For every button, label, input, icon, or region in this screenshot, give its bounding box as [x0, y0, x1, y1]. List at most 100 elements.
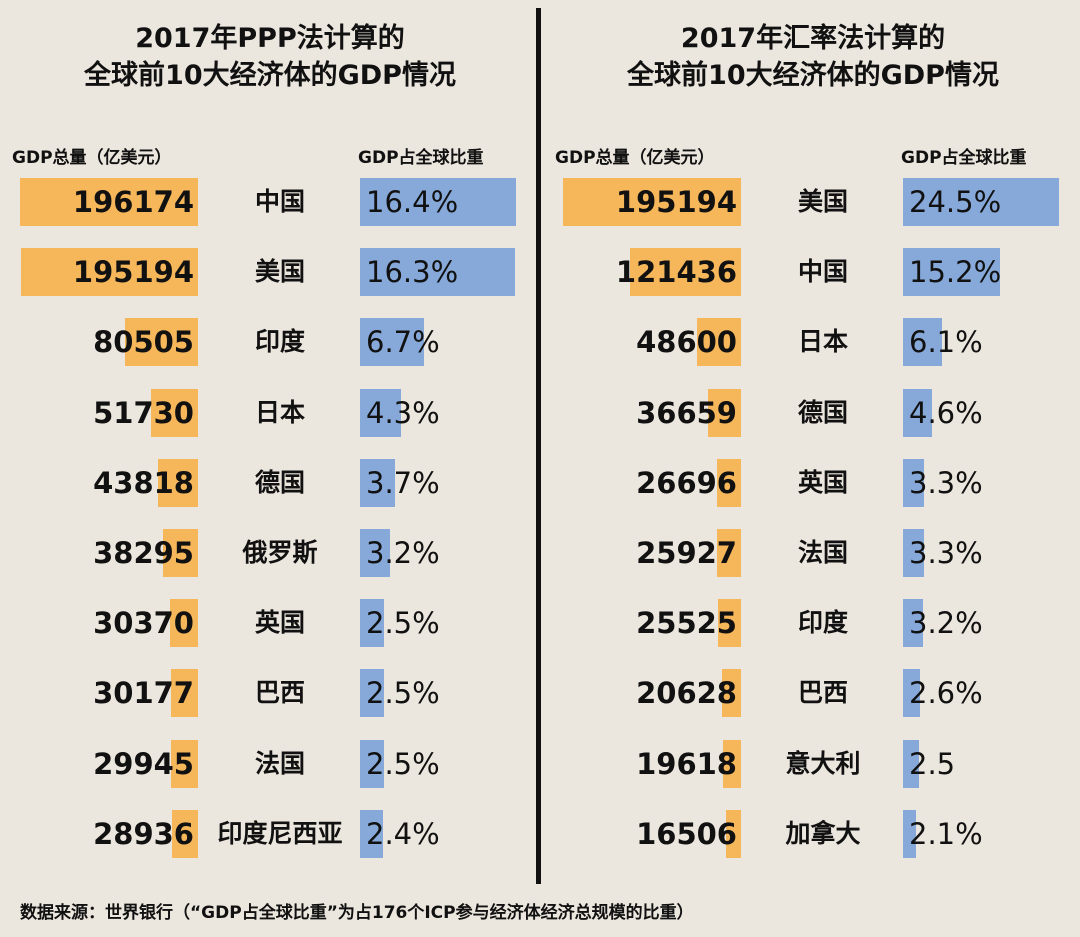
ppp-country-label: 德国 — [254, 467, 305, 497]
exchange-gdp-bar — [716, 458, 741, 507]
ppp-row: 80505 印度 6.7% — [0, 318, 540, 367]
exchange-row: 36659 德国 4.6% — [543, 388, 1080, 437]
exchange-gdp-value-label: 16506 — [636, 816, 737, 851]
ppp-row: 43818 德国 3.7% — [0, 458, 540, 507]
panel-divider — [536, 8, 541, 884]
ppp-share-value-label: 2.4% — [366, 816, 440, 851]
exchange-gdp-bar — [723, 739, 741, 788]
ppp-share-bar — [360, 248, 516, 297]
exchange-gdp-bar — [725, 809, 741, 858]
ppp-share-bar — [360, 318, 424, 367]
ppp-gdp-bar — [171, 809, 198, 858]
exchange-gdp-value-label: 26696 — [636, 465, 737, 500]
exchange-country-label: 印度 — [797, 608, 848, 638]
ppp-country-label: 巴西 — [254, 678, 305, 708]
ppp-gdp-value-label: 29945 — [93, 746, 194, 781]
exchange-share-bar — [903, 599, 924, 648]
exchange-share-bar — [903, 739, 919, 788]
exchange-share-bar — [903, 458, 924, 507]
exchange-row: 121436 中国 15.2% — [543, 248, 1080, 297]
exchange-share-value-label: 2.6% — [909, 676, 983, 711]
ppp-gdp-bar — [20, 178, 198, 226]
exchange-gdp-value-label: 20628 — [636, 676, 737, 711]
exchange-row: 16506 加拿大 2.1% — [543, 809, 1080, 858]
ppp-share-value-label: 3.7% — [366, 465, 440, 500]
ppp-row: 30177 巴西 2.5% — [0, 669, 540, 718]
exchange-row: 20628 巴西 2.6% — [543, 669, 1080, 718]
exchange-share-value-label: 6.1% — [909, 325, 983, 360]
exchange-gdp-value-label: 48600 — [636, 325, 737, 360]
ppp-gdp-bar — [170, 669, 198, 718]
exchange-gdp-value-label: 36659 — [636, 395, 737, 430]
exchange-country-label: 意大利 — [785, 748, 861, 778]
ppp-share-value-label: 16.4% — [366, 185, 459, 219]
exchange-share-bar — [903, 248, 1000, 297]
ppp-country-label: 英国 — [254, 608, 305, 638]
exchange-share-value-label: 24.5% — [909, 185, 1002, 219]
source-footnote: 数据来源：世界银行（“GDP占全球比重”为占176个ICP参与经济体经济总规模的… — [20, 903, 694, 923]
ppp-row: 28936 印度尼西亚 2.4% — [0, 809, 540, 858]
ppp-share-bar — [360, 739, 384, 788]
ppp-country-label: 印度 — [254, 327, 305, 357]
exchange-row: 25525 印度 3.2% — [543, 599, 1080, 648]
exchange-gdp-bar — [717, 599, 741, 648]
ppp-share-bar — [360, 458, 396, 507]
ppp-gdp-header: GDP总量（亿美元） — [12, 148, 172, 168]
ppp-share-value-label: 4.3% — [366, 395, 440, 430]
exchange-share-header: GDP占全球比重 — [901, 148, 1027, 168]
ppp-gdp-bar — [124, 318, 198, 367]
exchange-title-line-1: 2017年汇率法计算的 — [680, 23, 946, 54]
exchange-gdp-value-label: 19618 — [636, 746, 737, 781]
ppp-share-bar — [360, 809, 383, 858]
ppp-gdp-value-label: 43818 — [93, 465, 194, 500]
ppp-country-label: 日本 — [254, 397, 305, 427]
exchange-row: 19618 意大利 2.5 — [543, 739, 1080, 788]
exchange-country-label: 巴西 — [797, 678, 848, 708]
exchange-gdp-bar — [696, 318, 741, 367]
ppp-gdp-bar — [170, 599, 198, 648]
ppp-share-bar — [360, 388, 401, 437]
exchange-rate-panel: 2017年汇率法计算的 全球前10大经济体的GDP情况 GDP总量（亿美元） G… — [543, 0, 1080, 880]
ppp-gdp-bar — [158, 458, 198, 507]
exchange-gdp-value-label: 25525 — [636, 606, 737, 641]
exchange-row: 26696 英国 3.3% — [543, 458, 1080, 507]
ppp-share-value-label: 2.5% — [366, 606, 440, 641]
ppp-share-bar — [360, 529, 391, 577]
ppp-gdp-bar — [170, 739, 198, 788]
ppp-row: 29945 法国 2.5% — [0, 739, 540, 788]
exchange-gdp-value-label: 25927 — [636, 536, 737, 570]
ppp-share-bar — [360, 178, 516, 226]
exchange-share-value-label: 3.2% — [909, 606, 983, 641]
ppp-share-value-label: 16.3% — [366, 255, 459, 290]
exchange-share-bar — [903, 178, 1059, 226]
ppp-title: 2017年PPP法计算的 全球前10大经济体的GDP情况 — [0, 20, 540, 94]
exchange-country-label: 英国 — [797, 467, 848, 497]
ppp-country-label: 印度尼西亚 — [217, 818, 343, 848]
exchange-gdp-bar — [563, 178, 741, 226]
ppp-gdp-bar — [163, 529, 198, 577]
exchange-share-bar — [903, 388, 933, 437]
exchange-country-label: 中国 — [797, 257, 848, 287]
ppp-share-value-label: 2.5% — [366, 676, 440, 711]
exchange-share-value-label: 15.2% — [909, 255, 1002, 290]
ppp-country-label: 法国 — [254, 748, 305, 778]
ppp-country-label: 中国 — [254, 187, 305, 216]
ppp-row: 30370 英国 2.5% — [0, 599, 540, 648]
ppp-share-bar — [360, 669, 384, 718]
exchange-gdp-bar — [722, 669, 741, 718]
exchange-gdp-bar — [630, 248, 741, 297]
ppp-share-header: GDP占全球比重 — [358, 148, 484, 168]
exchange-share-value-label: 4.6% — [909, 395, 983, 430]
exchange-country-label: 美国 — [797, 187, 848, 216]
exchange-gdp-value-label: 121436 — [615, 255, 737, 290]
ppp-share-bar — [360, 599, 384, 648]
exchange-row: 48600 日本 6.1% — [543, 318, 1080, 367]
ppp-gdp-value-label: 196174 — [72, 185, 194, 219]
exchange-share-bar — [903, 529, 924, 577]
exchange-title: 2017年汇率法计算的 全球前10大经济体的GDP情况 — [543, 20, 1080, 94]
ppp-gdp-value-label: 30177 — [93, 676, 194, 711]
ppp-row: 195194 美国 16.3% — [0, 248, 540, 297]
exchange-row: 195194 美国 24.5% — [543, 178, 1080, 226]
exchange-gdp-bar — [717, 529, 741, 577]
exchange-share-value-label: 2.1% — [909, 816, 983, 851]
